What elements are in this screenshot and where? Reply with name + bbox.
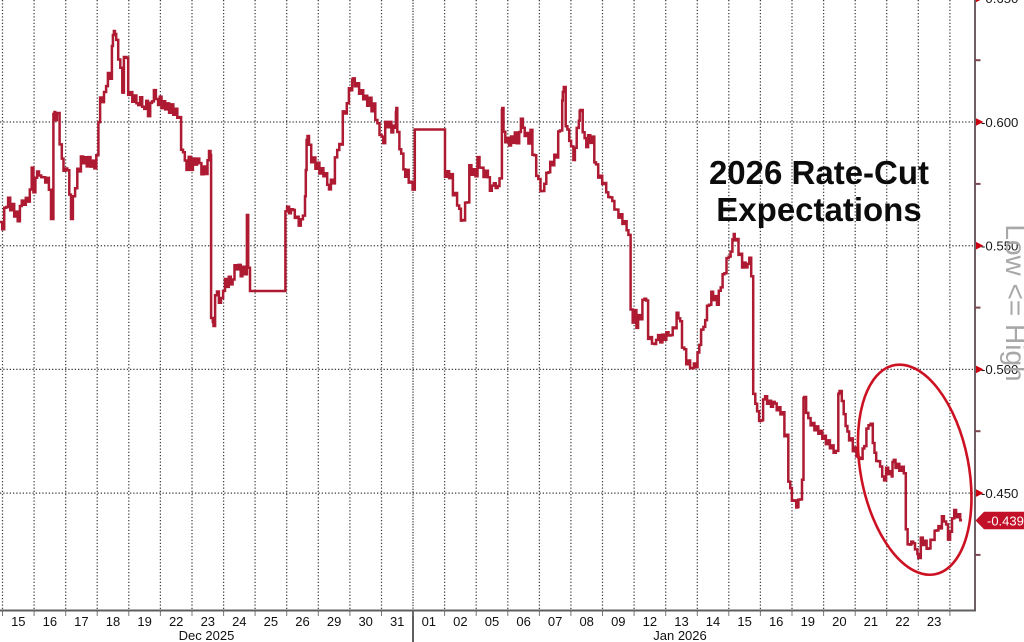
svg-text:22: 22	[895, 614, 909, 629]
svg-text:07: 07	[548, 614, 562, 629]
svg-text:2026 Rate-Cut: 2026 Rate-Cut	[709, 154, 929, 191]
svg-text:18: 18	[106, 614, 120, 629]
svg-text:19: 19	[801, 614, 815, 629]
svg-text:-0.439: -0.439	[987, 513, 1024, 528]
svg-text:-0.650: -0.650	[981, 0, 1018, 6]
svg-text:05: 05	[485, 614, 499, 629]
svg-text:20: 20	[832, 614, 846, 629]
svg-text:-0.500: -0.500	[981, 362, 1018, 377]
svg-text:23: 23	[201, 614, 215, 629]
svg-text:14: 14	[706, 614, 720, 629]
svg-text:12: 12	[643, 614, 657, 629]
svg-text:Jan 2026: Jan 2026	[653, 628, 707, 642]
svg-text:-0.550: -0.550	[981, 239, 1018, 254]
svg-text:29: 29	[327, 614, 341, 629]
svg-text:Low <= High: Low <= High	[1000, 224, 1024, 381]
svg-text:-0.600: -0.600	[981, 115, 1018, 130]
svg-text:Expectations: Expectations	[716, 191, 921, 228]
svg-text:24: 24	[232, 614, 246, 629]
svg-text:15: 15	[737, 614, 751, 629]
svg-text:30: 30	[358, 614, 372, 629]
svg-text:-0.450: -0.450	[981, 486, 1018, 501]
svg-text:25: 25	[264, 614, 278, 629]
svg-text:Dec 2025: Dec 2025	[179, 628, 235, 642]
svg-text:19: 19	[137, 614, 151, 629]
svg-text:23: 23	[927, 614, 941, 629]
svg-text:31: 31	[390, 614, 404, 629]
svg-text:02: 02	[453, 614, 467, 629]
svg-text:16: 16	[43, 614, 57, 629]
svg-text:06: 06	[516, 614, 530, 629]
svg-text:16: 16	[769, 614, 783, 629]
svg-text:21: 21	[864, 614, 878, 629]
svg-text:13: 13	[674, 614, 688, 629]
svg-text:09: 09	[611, 614, 625, 629]
svg-text:26: 26	[295, 614, 309, 629]
svg-text:22: 22	[169, 614, 183, 629]
svg-text:01: 01	[422, 614, 436, 629]
svg-text:15: 15	[11, 614, 25, 629]
svg-text:17: 17	[74, 614, 88, 629]
svg-text:08: 08	[579, 614, 593, 629]
